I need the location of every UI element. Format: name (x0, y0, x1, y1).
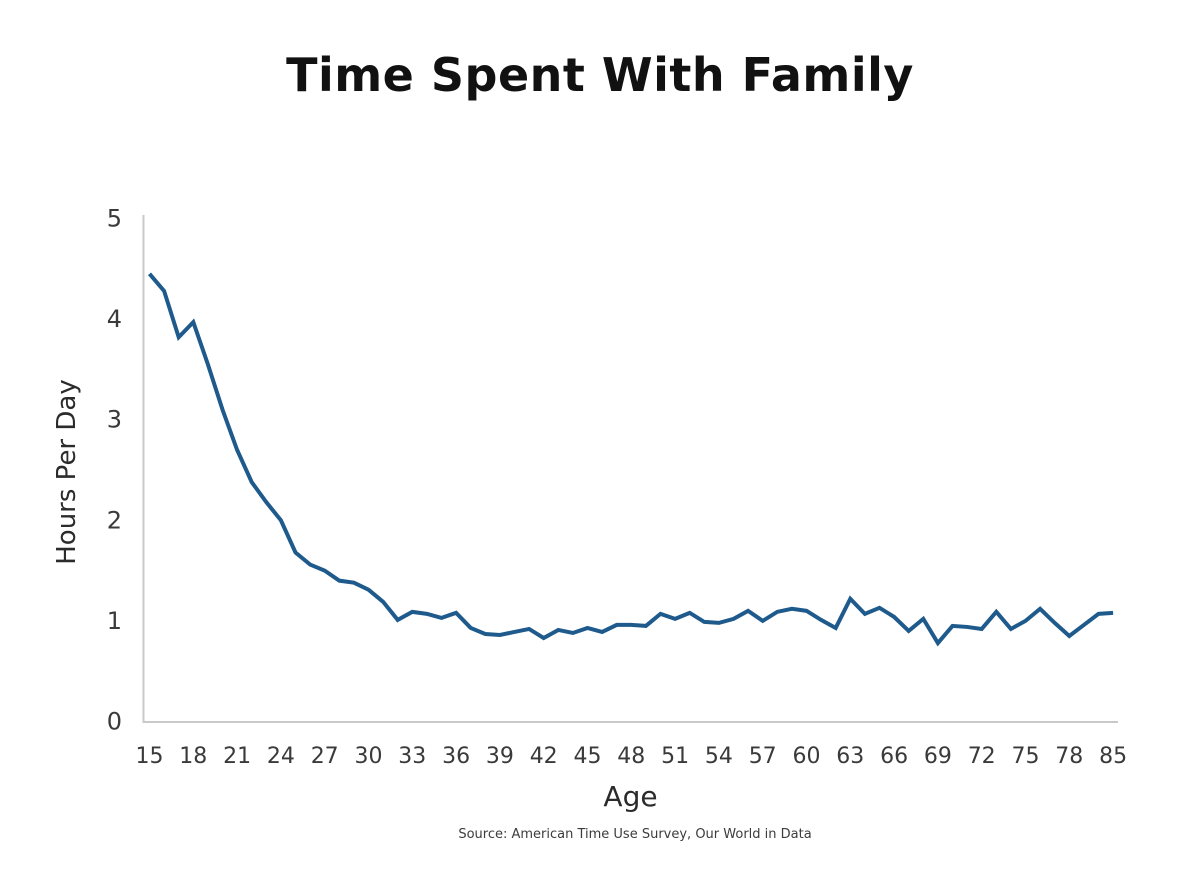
x-tick-label: 51 (661, 744, 689, 769)
y-tick-label: 5 (107, 205, 122, 233)
x-tick-label: 45 (574, 744, 602, 769)
x-tick-label: 69 (924, 744, 952, 769)
x-tick-label: 85 (1099, 744, 1127, 769)
x-tick-label: 36 (442, 744, 470, 769)
x-tick-label: 75 (1012, 744, 1040, 769)
x-tick-label: 63 (836, 744, 864, 769)
y-tick-label: 4 (107, 305, 122, 333)
x-tick-label: 21 (223, 744, 251, 769)
x-tick-label: 60 (793, 744, 821, 769)
y-tick-label: 0 (107, 708, 122, 736)
y-tick-label: 3 (107, 406, 122, 434)
y-tick-label: 2 (107, 506, 122, 534)
x-tick-label: 72 (968, 744, 996, 769)
source-note: Source: American Time Use Survey, Our Wo… (458, 827, 812, 842)
x-tick-label: 39 (486, 744, 514, 769)
x-tick-label: 42 (530, 744, 558, 769)
y-tick-label: 1 (107, 607, 122, 635)
x-tick-label: 18 (179, 744, 207, 769)
x-tick-label: 24 (267, 744, 295, 769)
x-tick-label: 15 (136, 744, 164, 769)
x-tick-label: 57 (749, 744, 777, 769)
x-tick-label: 66 (880, 744, 908, 769)
x-tick-label: 48 (617, 744, 645, 769)
family-time-line (147, 272, 1114, 647)
x-tick-label: 30 (355, 744, 383, 769)
chart-title: Time Spent With Family (286, 48, 914, 102)
x-tick-label: 27 (311, 744, 339, 769)
x-tick-label: 33 (398, 744, 426, 769)
x-tick-label: 54 (705, 744, 733, 769)
x-axis-title: Age (603, 780, 658, 813)
x-tick-label: 78 (1055, 744, 1083, 769)
